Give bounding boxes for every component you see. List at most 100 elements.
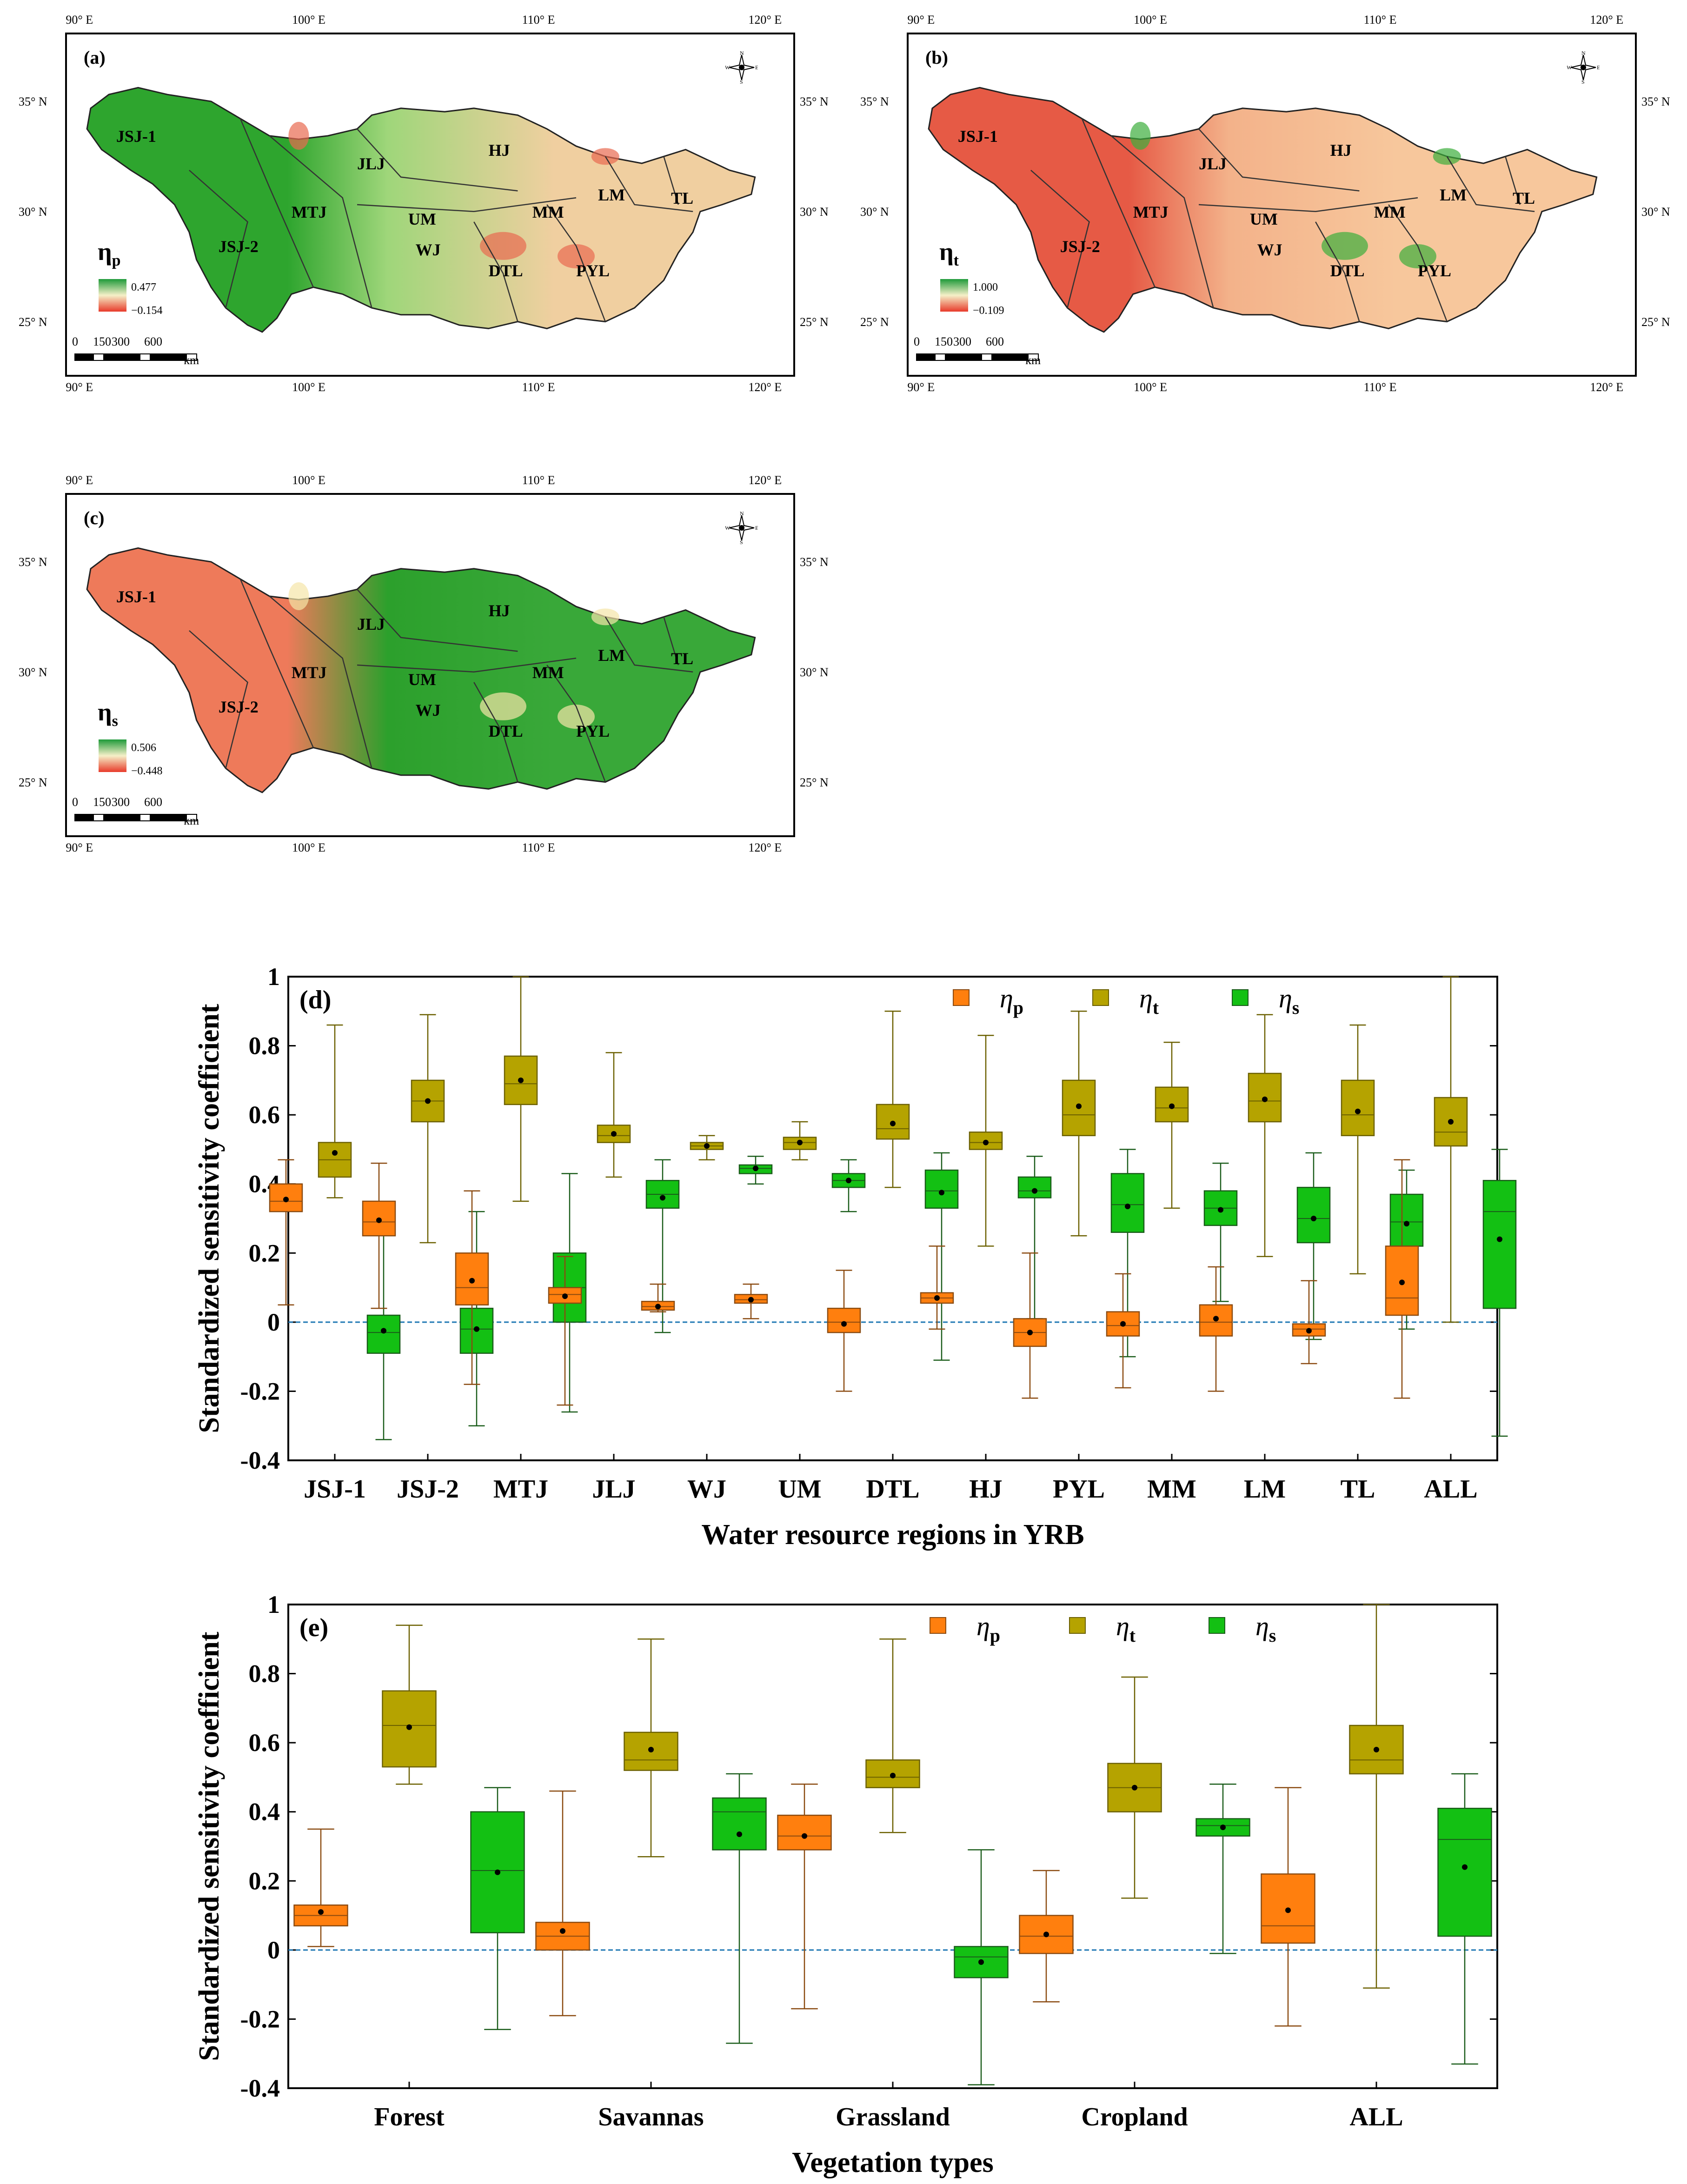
region-label: MTJ bbox=[291, 663, 327, 682]
lon-label: 120° E bbox=[748, 13, 782, 27]
region-boundary bbox=[1198, 128, 1360, 192]
svg-text:E: E bbox=[755, 64, 758, 71]
mean-point bbox=[1306, 1328, 1312, 1334]
scale-label: km bbox=[184, 353, 199, 367]
legend-title: ηp bbox=[98, 238, 121, 269]
lat-label: 35° N bbox=[1641, 95, 1670, 108]
region-label: JSJ-1 bbox=[957, 127, 998, 146]
box-t-JLJ bbox=[597, 1052, 631, 1178]
mean-point bbox=[1262, 1096, 1268, 1102]
region-label: JSJ-2 bbox=[218, 237, 259, 256]
legend-label-s: ηs bbox=[1255, 1611, 1276, 1646]
region-label: MM bbox=[532, 663, 564, 682]
region-boundary bbox=[239, 118, 314, 288]
box-s-JSJ-2 bbox=[459, 1211, 494, 1426]
legend-label-t: ηt bbox=[1116, 1611, 1136, 1646]
mean-point bbox=[560, 1928, 565, 1934]
value-patch bbox=[288, 122, 309, 150]
region-boundary bbox=[546, 204, 606, 322]
region-label: DTL bbox=[1330, 261, 1365, 280]
x-tick-label: Grassland bbox=[836, 2103, 950, 2131]
box-t-ALL bbox=[1434, 976, 1468, 1323]
scale-label: 0 bbox=[72, 335, 78, 348]
x-tick-label: LM bbox=[1244, 1475, 1286, 1504]
y-tick-label: -0.2 bbox=[240, 1377, 280, 1405]
scale-label: 150 bbox=[93, 795, 111, 809]
region-label: LM bbox=[598, 185, 625, 204]
mean-point bbox=[1448, 1119, 1454, 1125]
legend-value: 1.000 bbox=[973, 281, 998, 293]
region-label: HJ bbox=[488, 601, 510, 620]
box-s-ALL bbox=[1482, 1149, 1517, 1437]
y-tick-label: 0.6 bbox=[249, 1729, 280, 1757]
box-body bbox=[1385, 1245, 1419, 1316]
box-body bbox=[924, 1169, 959, 1209]
mean-point bbox=[495, 1869, 500, 1875]
box-s-ALL bbox=[1437, 1773, 1492, 2065]
legend-value: 0.477 bbox=[131, 281, 156, 293]
y-tick-label: -0.4 bbox=[240, 2074, 280, 2102]
region-label: JSJ-2 bbox=[218, 697, 259, 716]
legend-title: ηt bbox=[939, 238, 959, 269]
scale-label: 150 bbox=[935, 335, 953, 348]
box-t-WJ bbox=[690, 1135, 724, 1160]
mean-point bbox=[469, 1278, 475, 1284]
lon-label: 90° E bbox=[66, 473, 93, 487]
region-boundary bbox=[1388, 204, 1448, 322]
basin-map bbox=[86, 87, 756, 333]
mean-point bbox=[474, 1326, 479, 1332]
mean-point bbox=[1285, 1907, 1291, 1913]
box-body bbox=[777, 1814, 832, 1851]
basin-outline bbox=[928, 87, 1598, 333]
scale-bar bbox=[74, 353, 197, 361]
map-panel-c: 90° E 90° E 100° E 100° E 110° E 110° E 120° E… bbox=[19, 473, 829, 854]
lat-label: 25° N bbox=[800, 315, 829, 329]
region-boundary bbox=[1446, 156, 1535, 213]
box-body bbox=[1110, 1173, 1145, 1233]
mean-point bbox=[1043, 1931, 1049, 1938]
lon-label: 100° E bbox=[292, 380, 325, 394]
x-tick-label: DTL bbox=[866, 1475, 919, 1504]
lat-label: 35° N bbox=[860, 95, 889, 108]
svg-text:W: W bbox=[725, 525, 731, 531]
region-label: WJ bbox=[1257, 240, 1282, 260]
basin-map bbox=[86, 547, 756, 793]
box-body bbox=[548, 1287, 582, 1304]
mean-point bbox=[983, 1139, 989, 1145]
box-t-ALL bbox=[1349, 1604, 1404, 1989]
box-t-UM bbox=[783, 1121, 817, 1160]
box-s-Cropland bbox=[1196, 1784, 1250, 1954]
compass-icon: N S E W bbox=[725, 512, 758, 544]
region-label: MTJ bbox=[1133, 202, 1169, 221]
region-boundary bbox=[357, 657, 577, 673]
y-tick-label: 1 bbox=[267, 1591, 280, 1618]
scale-bar bbox=[74, 814, 197, 821]
box-chart-e: -0.4 -0.2 0 0.2 0.4 0.6 0.8 1 Standardized sensi… bbox=[0, 1586, 1687, 2182]
box-p-JSJ-1 bbox=[269, 1159, 303, 1305]
svg-text:S: S bbox=[740, 539, 743, 544]
region-label: MM bbox=[532, 202, 564, 221]
y-tick-label: -0.4 bbox=[240, 1446, 280, 1474]
region-label: TL bbox=[671, 189, 694, 208]
region-boundary bbox=[473, 221, 518, 322]
region-label: JSJ-2 bbox=[1060, 237, 1100, 256]
mean-point bbox=[283, 1197, 289, 1203]
region-label: PYL bbox=[576, 721, 610, 740]
mean-point bbox=[648, 1747, 654, 1752]
compass-icon: N S E W bbox=[1567, 51, 1600, 84]
box-t-JSJ-1 bbox=[318, 1024, 352, 1199]
mean-point bbox=[737, 1831, 742, 1837]
mean-point bbox=[406, 1724, 412, 1730]
y-tick-label: 0.2 bbox=[249, 1239, 280, 1267]
legend-value: −0.448 bbox=[131, 765, 163, 777]
box-body bbox=[1296, 1186, 1331, 1244]
region-boundary bbox=[189, 630, 248, 769]
region-boundary bbox=[357, 128, 518, 192]
region-label: PYL bbox=[576, 261, 610, 280]
panel-label: (c) bbox=[84, 507, 105, 528]
box-body bbox=[504, 1055, 538, 1105]
region-label: WJ bbox=[415, 701, 441, 720]
lat-label: 30° N bbox=[800, 665, 829, 679]
mean-point bbox=[890, 1772, 896, 1778]
